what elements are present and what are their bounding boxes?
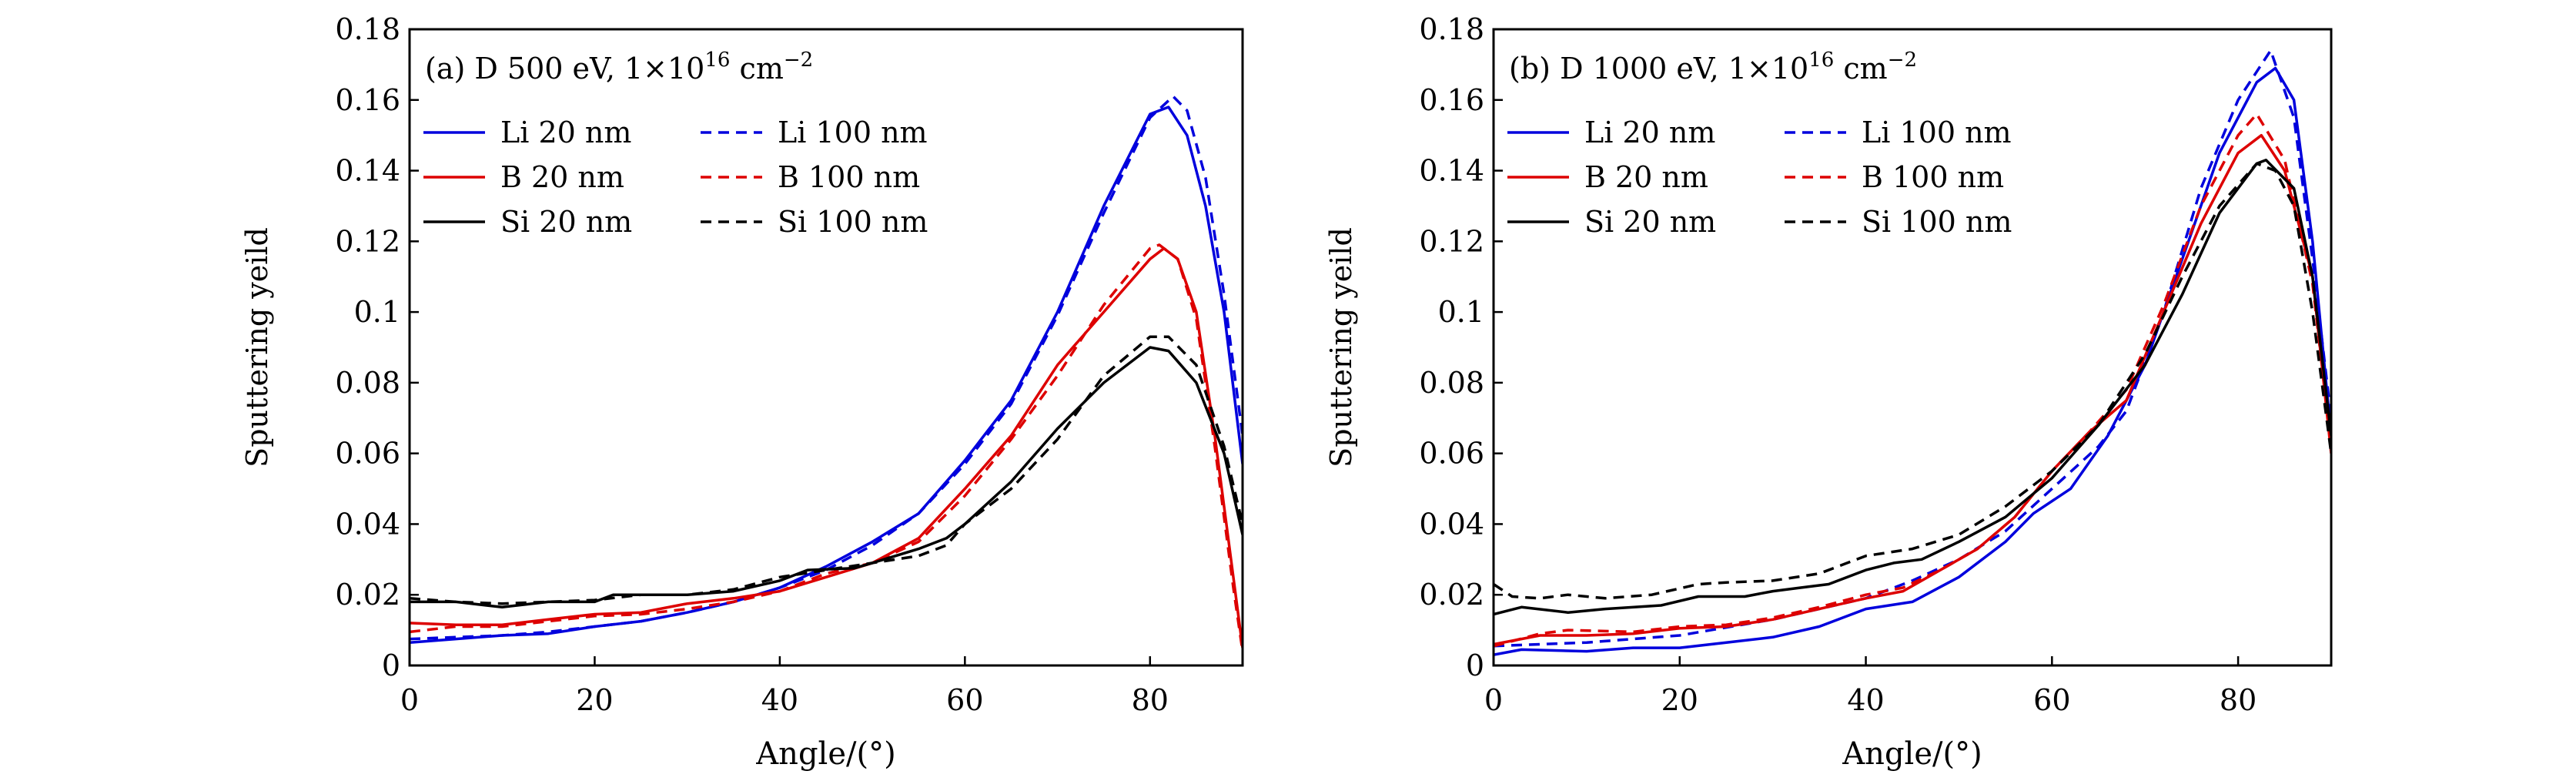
y-tick-label: 0.1 xyxy=(1438,295,1484,329)
title-main: D 500 eV, 1×10 xyxy=(474,52,704,85)
legend-label: Li 100 nm xyxy=(1862,116,2012,149)
y-tick-label: 0.04 xyxy=(335,507,400,541)
x-tick-label: 80 xyxy=(1132,683,1169,717)
y-tick-label: 0.08 xyxy=(1419,366,1484,400)
x-tick-label: 20 xyxy=(1661,683,1698,717)
title-main: D 1000 eV, 1×10 xyxy=(1560,52,1808,85)
x-tick-label: 0 xyxy=(400,683,419,717)
series-line-li-100-nm xyxy=(1494,49,2331,648)
y-tick-label: 0.06 xyxy=(1419,437,1484,471)
chart-panel-0: 0 20 40 60 80 0 0.02 0.04 0.06 0.08 0.1 0.12 0.14 0.1… xyxy=(240,12,1244,772)
legend-label: Li 20 nm xyxy=(500,116,631,149)
series-line-b-100-nm xyxy=(410,243,1243,652)
title-sup: −2 xyxy=(1888,49,1917,72)
panel-title: (a) D 500 eV, 1×1016 cm−2 xyxy=(425,49,813,85)
x-tick-label: 40 xyxy=(761,683,798,717)
panel-label: (b) xyxy=(1509,52,1560,85)
x-tick-label: 20 xyxy=(576,683,613,717)
y-axis-label: Sputtering yeild xyxy=(240,227,274,468)
x-axis-label: Angle/(°) xyxy=(755,736,895,772)
series-line-si-100-nm xyxy=(1494,162,2331,600)
chart-panel-1: 0 20 40 60 80 0 0.02 0.04 0.06 0.08 0.1 0.12 0.14 0.1… xyxy=(1324,12,2333,772)
y-tick-label: 0.16 xyxy=(1419,83,1484,117)
y-tick-label: 0.1 xyxy=(354,295,400,329)
y-tick-label: 0.18 xyxy=(335,12,400,46)
x-tick-label: 0 xyxy=(1484,683,1503,717)
y-tick-label: 0.02 xyxy=(1419,578,1484,612)
y-tick-label: 0 xyxy=(1466,649,1484,682)
panel-label: (a) xyxy=(425,52,474,85)
legend-label: Si 20 nm xyxy=(1584,205,1716,239)
y-tick-label: 0.02 xyxy=(335,578,400,612)
y-tick-label: 0.14 xyxy=(335,154,400,188)
title-unit: cm xyxy=(1834,52,1887,85)
y-tick-label: 0.06 xyxy=(335,437,400,471)
legend-label: Li 20 nm xyxy=(1584,116,1715,149)
legend-label: Si 100 nm xyxy=(1862,205,2012,239)
title-sup: −2 xyxy=(784,49,813,72)
series-line-si-100-nm xyxy=(410,335,1243,605)
legend-label: B 20 nm xyxy=(500,160,624,194)
series-line-li-20-nm xyxy=(1494,66,2331,656)
y-tick-label: 0.12 xyxy=(1419,224,1484,258)
y-tick-label: 0 xyxy=(382,649,400,682)
legend-label: Li 100 nm xyxy=(778,116,928,149)
plot-frame xyxy=(408,28,1244,667)
legend-label: B 100 nm xyxy=(778,160,920,194)
plot-frame xyxy=(1492,28,2333,667)
title-sup: 16 xyxy=(1808,49,1834,72)
title-sup: 16 xyxy=(704,49,730,72)
y-tick-label: 0.14 xyxy=(1419,154,1484,188)
legend-label: Si 20 nm xyxy=(500,205,632,239)
series-line-b-100-nm xyxy=(1494,112,2331,648)
y-tick-label: 0.12 xyxy=(335,224,400,258)
title-unit: cm xyxy=(730,52,783,85)
x-tick-label: 60 xyxy=(2033,683,2070,717)
x-tick-label: 60 xyxy=(946,683,983,717)
y-tick-label: 0.08 xyxy=(335,366,400,400)
legend-label: Si 100 nm xyxy=(778,205,928,239)
panel-title: (b) D 1000 eV, 1×1016 cm−2 xyxy=(1509,49,1917,85)
y-axis-label: Sputtering yeild xyxy=(1324,227,1358,468)
series-line-si-20-nm xyxy=(410,346,1243,609)
x-tick-label: 80 xyxy=(2220,683,2257,717)
legend-label: B 20 nm xyxy=(1584,160,1708,194)
series-line-li-100-nm xyxy=(410,95,1243,641)
x-tick-label: 40 xyxy=(1847,683,1884,717)
series-line-b-20-nm xyxy=(410,246,1243,649)
y-tick-label: 0.04 xyxy=(1419,507,1484,541)
y-tick-label: 0.16 xyxy=(335,83,400,117)
y-tick-label: 0.18 xyxy=(1419,12,1484,46)
x-axis-label: Angle/(°) xyxy=(1842,736,1982,772)
legend-label: B 100 nm xyxy=(1862,160,2004,194)
